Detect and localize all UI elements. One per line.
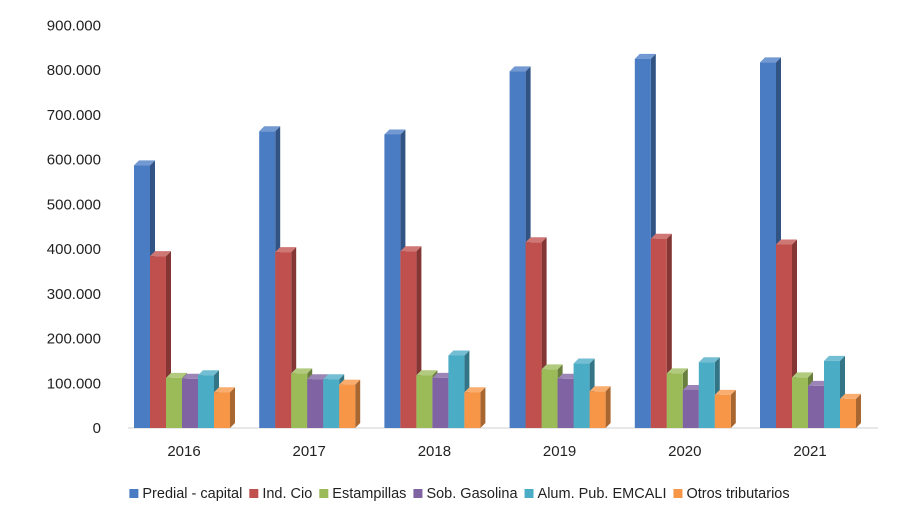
legend-label: Predial - capital [142,486,242,502]
legend-item: Alum. Pub. EMCALI [524,486,667,502]
legend-swatch [673,489,683,498]
bar [214,387,235,428]
legend-swatch [524,489,534,498]
bar [840,393,861,428]
legend-swatch [249,489,259,498]
legend-item: Otros tributarios [673,486,790,502]
y-tick-label: 500.000 [47,196,101,213]
bar [714,389,736,428]
x-tick-label: 2020 [668,443,701,460]
legend-item: Predial - capital [129,486,242,502]
legend-label: Estampillas [332,486,406,502]
legend-item: Ind. Cio [249,486,312,502]
x-tick-label: 2017 [293,443,326,460]
y-tick-label: 300.000 [47,286,101,303]
legend-item: Sob. Gasolina [413,486,518,502]
legend-label: Ind. Cio [262,486,312,502]
bars [134,53,861,429]
legend: Predial - capital Ind. Cio Estampillas Sob.… [129,486,790,502]
y-tick-label: 900.000 [47,17,101,34]
bar-group-2021 [760,57,861,428]
y-tick-label: 400.000 [47,241,101,258]
bar-group-2017 [259,126,361,429]
x-axis: 2016 2017 2018 2019 2020 2021 [167,443,826,460]
legend-item: Estampillas [319,486,406,502]
bar-group-2020 [634,53,736,428]
y-tick-label: 100.000 [47,375,101,392]
x-tick-label: 2021 [793,443,826,460]
x-tick-label: 2018 [418,443,451,460]
legend-swatch [319,489,329,498]
y-tick-label: 200.000 [47,331,101,348]
y-tick-label: 800.000 [47,62,101,79]
legend-label: Alum. Pub. EMCALI [538,486,667,502]
legend-swatch [413,489,423,498]
legend-swatch [129,489,139,498]
bar [464,387,486,428]
bar-group-2016 [134,160,235,428]
legend-label: Otros tributarios [686,486,789,502]
y-tick-label: 0 [93,420,101,437]
x-tick-label: 2016 [167,443,200,460]
y-tick-label: 600.000 [47,152,101,169]
bar [448,350,470,428]
x-tick-label: 2019 [543,443,576,460]
legend-label: Sob. Gasolina [426,486,518,502]
bar-group-2019 [509,66,611,428]
y-axis: 0 100.000 200.000 300.000 400.000 500.000 600.… [47,17,101,437]
bar-group-2018 [384,129,486,428]
bar [339,379,361,428]
y-tick-label: 700.000 [47,107,101,124]
bar [589,386,611,428]
